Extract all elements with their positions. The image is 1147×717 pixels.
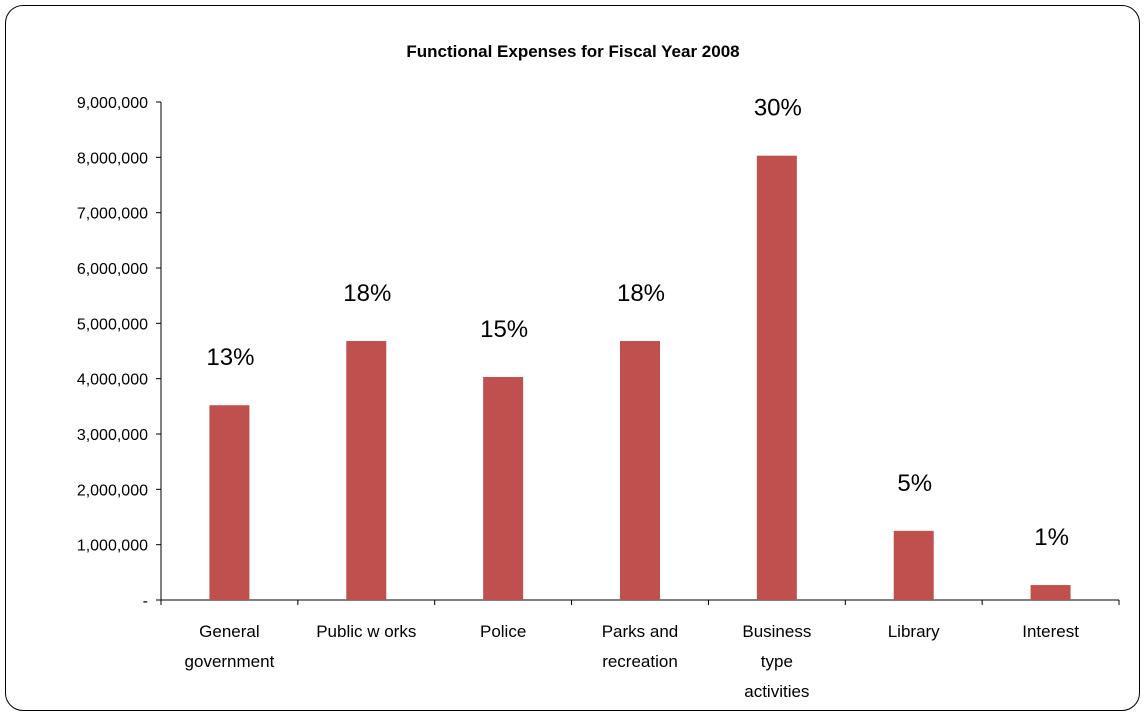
y-tick-label: 6,000,000 xyxy=(77,261,148,278)
x-tick-label: General xyxy=(199,622,259,641)
y-tick-label: 3,000,000 xyxy=(77,427,148,444)
data-label: 13% xyxy=(206,344,254,371)
y-tick-label: 9,000,000 xyxy=(77,95,148,112)
bar xyxy=(756,155,797,600)
x-tick-label: government xyxy=(185,652,275,671)
data-labels: 13% 18% 15% 18% 30% 5% 1% xyxy=(206,95,1069,551)
x-tick-label: Library xyxy=(888,622,940,641)
bars xyxy=(209,155,1071,600)
chart-frame xyxy=(5,5,1140,711)
x-tick-label: Police xyxy=(480,622,526,641)
bar xyxy=(346,341,387,600)
x-tick-label: Business xyxy=(742,622,811,641)
data-label: 5% xyxy=(897,470,932,497)
y-tick-label: 8,000,000 xyxy=(77,150,148,167)
data-label: 18% xyxy=(617,280,665,307)
y-tick-label: 7,000,000 xyxy=(77,206,148,223)
y-tick-label: 2,000,000 xyxy=(77,482,148,499)
bar xyxy=(209,405,250,600)
data-label: 30% xyxy=(754,95,802,122)
data-label: 18% xyxy=(343,280,391,307)
x-tick-label: type xyxy=(761,652,793,671)
x-tick-labels: General government Public w orks Police Park… xyxy=(185,622,1080,701)
bar xyxy=(893,530,934,600)
x-tick-label: Parks and xyxy=(602,622,679,641)
data-label: 1% xyxy=(1034,524,1069,551)
x-tick-label: Interest xyxy=(1022,622,1079,641)
bar xyxy=(483,377,524,600)
x-tick-label: recreation xyxy=(602,652,678,671)
y-tick-label: 4,000,000 xyxy=(77,372,148,389)
chart-title: Functional Expenses for Fiscal Year 2008 xyxy=(406,42,739,61)
y-tick-label: 1,000,000 xyxy=(77,538,148,555)
bar xyxy=(1030,585,1071,600)
x-tick-label: Public w orks xyxy=(316,622,416,641)
y-tick-labels: - 1,000,000 2,000,000 3,000,000 4,000,000 5,0… xyxy=(77,95,148,610)
x-tick-label: activities xyxy=(744,682,809,701)
y-tick-label: 5,000,000 xyxy=(77,316,148,333)
bar xyxy=(620,341,660,600)
data-label: 15% xyxy=(480,316,528,343)
y-tick-label: - xyxy=(143,593,148,610)
